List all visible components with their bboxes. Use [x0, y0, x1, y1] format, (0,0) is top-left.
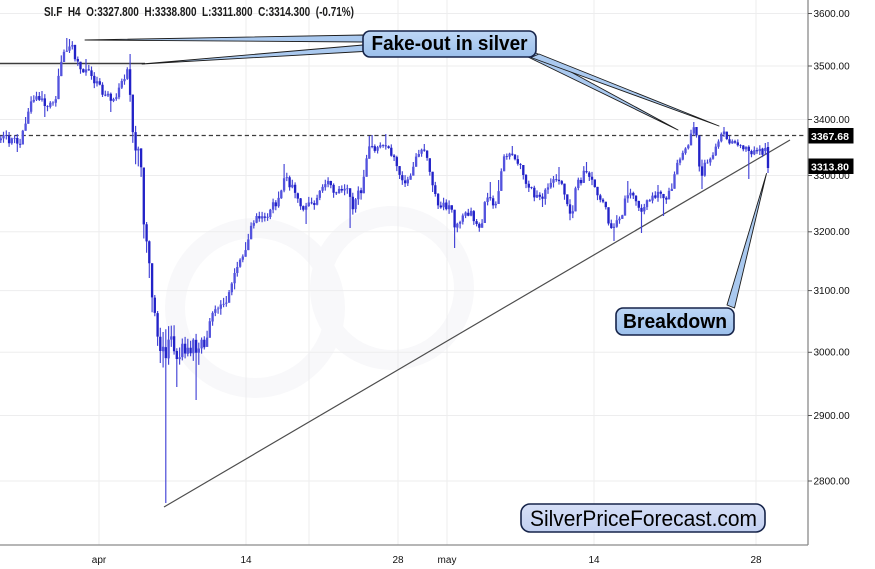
svg-text:SilverPriceForecast.com: SilverPriceForecast.com [530, 506, 757, 531]
svg-text:apr: apr [92, 555, 107, 566]
svg-text:3400.00: 3400.00 [814, 115, 851, 126]
svg-text:3367.68: 3367.68 [811, 131, 849, 143]
svg-text:14: 14 [240, 555, 252, 566]
svg-text:SI.F H4 O:3327.800 H:3338.8: SI.F H4 O:3327.800 H:3338.800 L:3311.800… [44, 5, 354, 19]
svg-text:Breakdown: Breakdown [623, 311, 727, 333]
svg-text:3500.00: 3500.00 [814, 61, 851, 72]
svg-text:may: may [438, 555, 457, 566]
svg-text:14: 14 [588, 555, 600, 566]
svg-text:3000.00: 3000.00 [814, 348, 851, 359]
svg-text:Fake-out in silver: Fake-out in silver [372, 33, 528, 55]
svg-text:3200.00: 3200.00 [814, 227, 851, 238]
svg-text:2900.00: 2900.00 [814, 411, 851, 422]
svg-text:3300.00: 3300.00 [814, 171, 851, 182]
svg-text:3100.00: 3100.00 [814, 286, 851, 297]
svg-text:28: 28 [392, 555, 404, 566]
svg-text:3600.00: 3600.00 [814, 9, 851, 20]
svg-text:3313.80: 3313.80 [811, 162, 849, 174]
svg-text:28: 28 [750, 555, 762, 566]
svg-text:2800.00: 2800.00 [814, 476, 851, 487]
